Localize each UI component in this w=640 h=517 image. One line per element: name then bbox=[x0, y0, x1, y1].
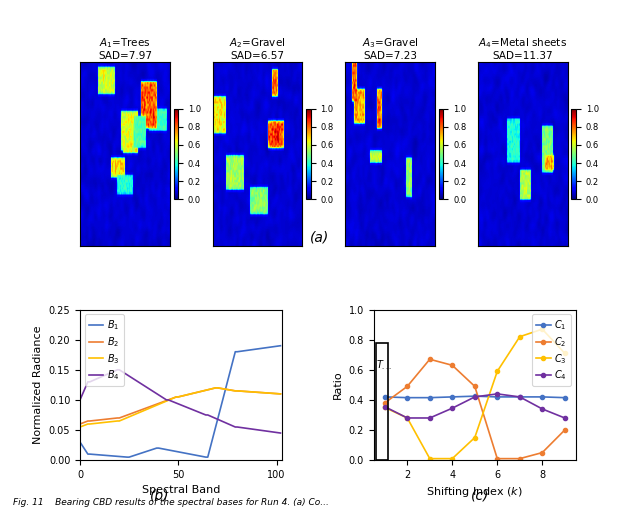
Line: $C_2$: $C_2$ bbox=[383, 357, 567, 461]
$B_1$ bbox=[76, 439, 84, 445]
Line: $B_2$: $B_2$ bbox=[80, 388, 280, 424]
$C_3$ bbox=[381, 404, 388, 410]
$C_3$ bbox=[538, 326, 546, 332]
Title: $A_2$=Gravel
SAD=6.57: $A_2$=Gravel SAD=6.57 bbox=[229, 36, 285, 61]
$B_2$ bbox=[255, 389, 262, 396]
$B_2$ bbox=[259, 390, 267, 396]
Bar bbox=[376, 343, 388, 460]
$B_1$ bbox=[194, 452, 202, 459]
$B_3$ bbox=[76, 424, 84, 430]
Text: (a): (a) bbox=[310, 230, 330, 244]
$C_2$ bbox=[471, 383, 479, 389]
$C_1$ bbox=[538, 394, 546, 400]
$B_3$ bbox=[259, 390, 267, 396]
$B_1$ bbox=[265, 344, 273, 351]
$C_4$ bbox=[471, 394, 479, 400]
$B_1$ bbox=[276, 343, 284, 349]
$B_3$ bbox=[192, 389, 200, 396]
$C_4$ bbox=[403, 415, 411, 421]
$C_4$ bbox=[538, 406, 546, 412]
$C_4$ bbox=[449, 405, 456, 412]
$B_1$ bbox=[124, 454, 131, 460]
$B_2$ bbox=[265, 390, 273, 396]
Line: $C_4$: $C_4$ bbox=[383, 392, 567, 420]
$B_4$ bbox=[259, 428, 267, 434]
Line: $B_3$: $B_3$ bbox=[80, 388, 280, 427]
$B_4$ bbox=[255, 427, 262, 433]
X-axis label: Shifting Index ($k$): Shifting Index ($k$) bbox=[426, 485, 523, 499]
$B_2$ bbox=[212, 385, 220, 391]
$B_3$ bbox=[261, 390, 269, 396]
X-axis label: Spectral Band: Spectral Band bbox=[142, 485, 220, 495]
Title: $A_4$=Metal sheets
SAD=11.37: $A_4$=Metal sheets SAD=11.37 bbox=[478, 36, 567, 61]
$B_4$ bbox=[76, 397, 84, 403]
$C_2$ bbox=[403, 383, 411, 389]
$B_4$ bbox=[133, 378, 141, 384]
$B_4$ bbox=[261, 428, 269, 434]
$C_4$ bbox=[516, 394, 524, 400]
$B_3$ bbox=[255, 389, 262, 396]
$B_1$ bbox=[255, 346, 262, 352]
$C_3$ bbox=[493, 368, 501, 374]
$C_2$ bbox=[538, 449, 546, 455]
$C_1$ bbox=[381, 394, 388, 400]
$B_3$ bbox=[265, 390, 273, 396]
Text: $T_{...}$: $T_{...}$ bbox=[376, 358, 393, 372]
$C_1$ bbox=[561, 394, 568, 401]
$C_4$ bbox=[493, 391, 501, 397]
Legend: $C_1$, $C_2$, $C_3$, $C_4$: $C_1$, $C_2$, $C_3$, $C_4$ bbox=[532, 314, 571, 386]
$C_2$ bbox=[516, 455, 524, 462]
$B_1$ bbox=[133, 451, 141, 458]
$B_3$ bbox=[276, 391, 284, 397]
$B_2$ bbox=[192, 389, 200, 396]
$C_2$ bbox=[449, 362, 456, 369]
$B_1$ bbox=[259, 345, 267, 351]
$C_4$ bbox=[426, 415, 434, 421]
$B_3$ bbox=[212, 385, 220, 391]
Title: $A_3$=Gravel
SAD=7.23: $A_3$=Gravel SAD=7.23 bbox=[362, 36, 419, 61]
Line: $B_4$: $B_4$ bbox=[80, 370, 280, 433]
$B_2$ bbox=[131, 409, 139, 415]
$C_1$ bbox=[516, 394, 524, 400]
$C_4$ bbox=[561, 415, 568, 421]
$B_4$ bbox=[113, 367, 121, 373]
$B_4$ bbox=[194, 409, 202, 415]
$B_1$ bbox=[261, 345, 269, 351]
Legend: $B_1$, $B_2$, $B_3$, $B_4$: $B_1$, $B_2$, $B_3$, $B_4$ bbox=[85, 314, 124, 386]
Text: Fig. 11    Bearing CBD results of the spectral bases for Run 4. (a) Co...: Fig. 11 Bearing CBD results of the spect… bbox=[13, 498, 329, 507]
$B_2$ bbox=[276, 391, 284, 397]
$B_3$ bbox=[131, 411, 139, 417]
$B_2$ bbox=[76, 421, 84, 427]
$C_3$ bbox=[403, 415, 411, 421]
$C_2$ bbox=[381, 400, 388, 406]
Y-axis label: Ratio: Ratio bbox=[333, 371, 343, 399]
$C_2$ bbox=[561, 427, 568, 433]
Y-axis label: Normalized Radiance: Normalized Radiance bbox=[33, 326, 43, 444]
$C_1$ bbox=[426, 394, 434, 401]
$B_2$ bbox=[261, 390, 269, 396]
Line: $C_3$: $C_3$ bbox=[383, 327, 567, 461]
$C_2$ bbox=[493, 455, 501, 462]
Title: $A_1$=Trees
SAD=7.97: $A_1$=Trees SAD=7.97 bbox=[98, 36, 152, 61]
Line: $C_1$: $C_1$ bbox=[383, 394, 567, 400]
$C_1$ bbox=[493, 394, 501, 400]
$C_2$ bbox=[426, 356, 434, 362]
$C_3$ bbox=[561, 350, 568, 356]
Line: $B_1$: $B_1$ bbox=[80, 346, 280, 457]
$C_1$ bbox=[449, 394, 456, 400]
$C_4$ bbox=[381, 404, 388, 410]
$B_4$ bbox=[276, 430, 284, 436]
$B_4$ bbox=[265, 428, 273, 434]
$C_3$ bbox=[426, 455, 434, 462]
$C_3$ bbox=[449, 455, 456, 462]
$C_3$ bbox=[516, 333, 524, 340]
$C_1$ bbox=[403, 394, 411, 401]
Text: (c): (c) bbox=[471, 489, 489, 503]
$C_1$ bbox=[471, 393, 479, 399]
$C_3$ bbox=[471, 434, 479, 440]
Text: (b): (b) bbox=[150, 489, 170, 503]
